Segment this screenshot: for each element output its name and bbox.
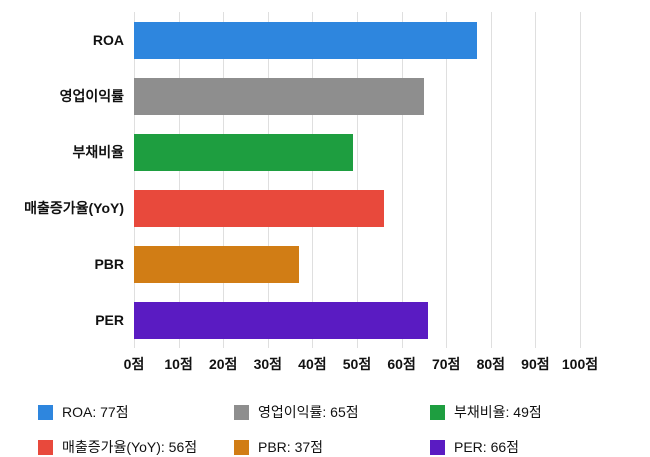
gridline [267, 12, 269, 348]
category-label: 매출증가율(YoY) [24, 200, 124, 216]
legend-label: 매출증가율(YoY): 56점 [62, 439, 198, 455]
bar [134, 133, 353, 171]
gridline [446, 12, 448, 348]
bar-row [134, 124, 580, 180]
bar-row [134, 180, 580, 236]
legend-label: PBR: 37점 [258, 439, 324, 455]
plot-area [134, 12, 581, 348]
gridline [223, 12, 225, 348]
gridline [535, 12, 537, 348]
bar [134, 21, 478, 59]
x-tick-label: 80점 [476, 356, 506, 372]
legend-swatch [38, 404, 53, 420]
x-tick-label: 100점 [561, 356, 599, 372]
bar [134, 301, 429, 339]
x-tick-label: 10점 [164, 356, 193, 372]
x-tick-label: 60점 [387, 356, 416, 372]
legend-item: 영업이익률: 65점 [234, 402, 430, 422]
gridline [580, 12, 581, 348]
legend-item: ROA: 77점 [38, 402, 234, 422]
x-tick-label: 0점 [123, 356, 145, 372]
category-label: PER [95, 312, 124, 328]
legend-label: 영업이익률: 65점 [258, 404, 359, 420]
bar-row [134, 292, 580, 348]
gridline [312, 12, 314, 348]
bar [134, 77, 424, 115]
gridline [134, 12, 135, 348]
bar-row [134, 12, 580, 68]
gridline [357, 12, 358, 348]
legend-swatch [430, 439, 445, 455]
category-label: ROA [92, 32, 124, 48]
x-tick-label: 90점 [521, 356, 550, 372]
x-tick-label: 30점 [253, 356, 283, 372]
category-label: PBR [94, 256, 124, 272]
legend-item: 매출증가율(YoY): 56점 [38, 437, 234, 457]
bar [134, 245, 300, 283]
legend-item: PBR: 37점 [234, 437, 430, 457]
x-tick-label: 40점 [298, 356, 327, 372]
bar-row [134, 236, 580, 292]
x-tick-label: 70점 [431, 356, 461, 372]
bar [134, 189, 384, 227]
legend-label: PER: 66점 [454, 439, 520, 455]
gridline [401, 12, 403, 348]
legend-label: ROA: 77점 [62, 404, 129, 420]
x-tick-label: 20점 [208, 356, 238, 372]
legend-swatch [38, 439, 53, 455]
category-label: 부채비율 [72, 144, 124, 160]
bar-row [134, 68, 580, 124]
gridline [178, 12, 180, 348]
gridline [490, 12, 492, 348]
legend-label: 부채비율: 49점 [454, 404, 542, 420]
x-tick-label: 50점 [342, 356, 372, 372]
legend-swatch [234, 404, 249, 420]
legend-swatch [234, 439, 249, 455]
category-label: 영업이익률 [59, 88, 124, 104]
bar-series [134, 12, 580, 348]
x-axis: 0점 10점 20점 30점 40점 50점 60점 70점 80점 90점 100점 [124, 348, 598, 372]
legend-item: PER: 66점 [430, 437, 626, 457]
legend-swatch [430, 404, 445, 420]
legend-item: 부채비율: 49점 [430, 402, 626, 422]
